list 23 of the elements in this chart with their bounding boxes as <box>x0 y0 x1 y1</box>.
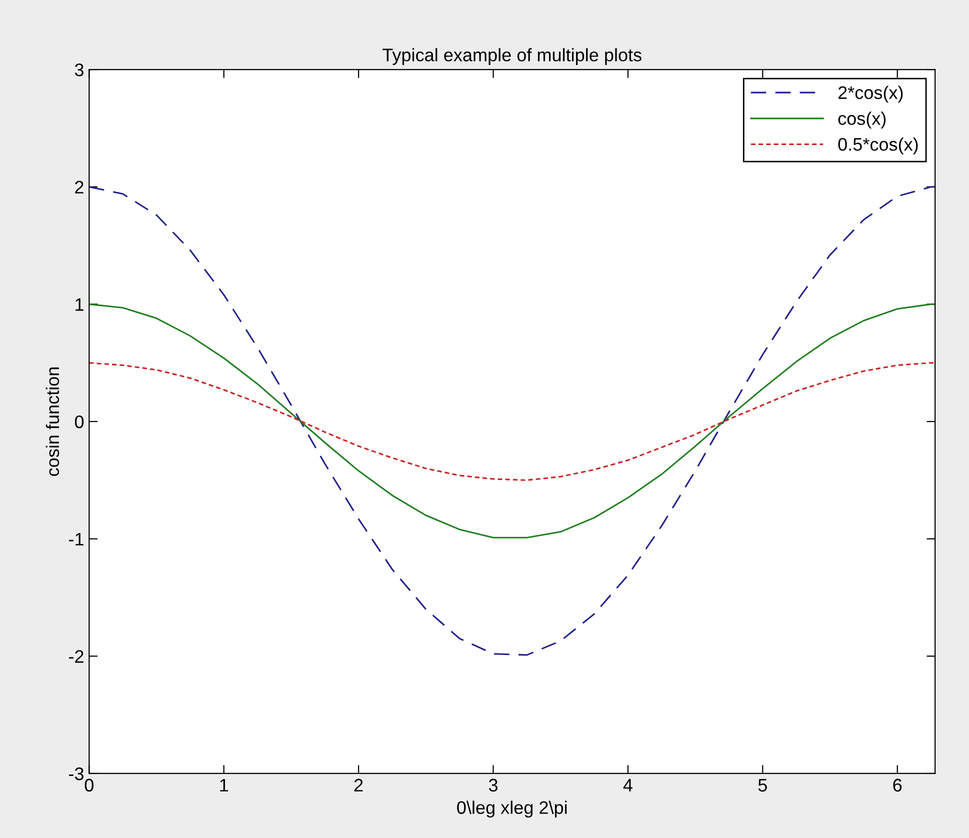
x-tick-label: 4 <box>623 779 632 792</box>
y-tick-label: 1 <box>76 298 84 311</box>
y-tick-label: -1 <box>69 532 84 546</box>
y-tick-label: -2 <box>69 650 84 663</box>
x-tick-label: 0 <box>84 778 94 792</box>
x-tick-label: 2 <box>354 778 363 792</box>
x-axis-title: 0\leg xleg 2\pi <box>457 800 567 818</box>
legend-label: 2*cos(x) <box>838 86 903 103</box>
x-tick-label: 3 <box>488 778 498 792</box>
y-tick-label: -3 <box>69 767 84 780</box>
y-axis-title: cosin function <box>46 367 60 476</box>
x-tick-label: 6 <box>893 778 902 792</box>
legend-label: 0.5*cos(x) <box>838 138 918 154</box>
x-tick-label: 1 <box>220 779 228 792</box>
y-tick-label: 2 <box>75 180 84 194</box>
chart-title: Typical example of multiple plots <box>382 48 642 65</box>
x-tick-label: 5 <box>758 779 767 792</box>
legend-label: cos(x) <box>838 112 886 128</box>
line-series <box>89 303 936 538</box>
line-series <box>89 362 936 481</box>
y-tick-label: 3 <box>74 63 84 76</box>
line-series <box>89 186 936 656</box>
y-tick-label: 0 <box>74 415 84 428</box>
